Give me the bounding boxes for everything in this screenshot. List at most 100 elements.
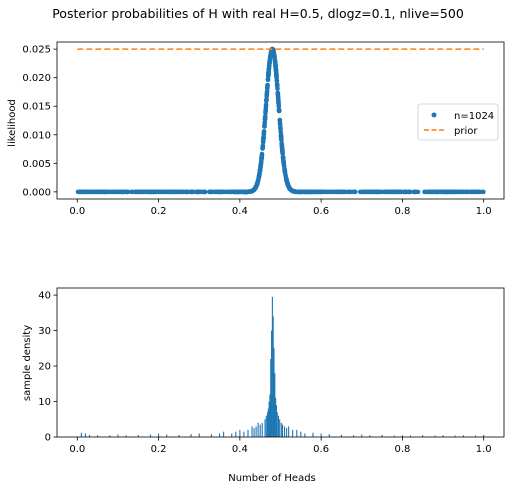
histogram-bar — [353, 435, 355, 437]
top-y-tick-label: 0.000 — [22, 187, 51, 198]
histogram-bar — [80, 432, 82, 437]
bottom-x-label: Number of Heads — [228, 473, 316, 484]
histogram-bar — [393, 435, 395, 437]
likelihood-point — [258, 161, 264, 167]
likelihood-point — [265, 77, 271, 82]
likelihood-point — [297, 189, 302, 195]
histogram-bar — [369, 435, 371, 437]
histogram-bar — [265, 415, 267, 437]
histogram-bar — [292, 429, 294, 437]
likelihood-point — [278, 126, 283, 131]
histogram-bar — [320, 433, 322, 437]
histogram-bar — [275, 405, 277, 437]
bottom-y-tick-label: 30 — [38, 326, 51, 337]
histogram-bar — [304, 433, 306, 437]
likelihood-point — [249, 188, 255, 194]
figure-title: Posterior probabilities of H with real H… — [52, 6, 464, 21]
likelihood-point — [262, 116, 268, 122]
likelihood-point — [284, 178, 290, 184]
bottom-y-tick-label: 40 — [38, 291, 51, 302]
likelihood-point — [362, 189, 367, 195]
likelihood-point — [277, 117, 283, 123]
bottom-x-tick-label: 0.6 — [313, 444, 329, 455]
likelihood-point — [264, 92, 270, 98]
histogram-bar — [257, 422, 259, 437]
likelihood-point — [272, 58, 278, 64]
histogram-bars — [80, 296, 485, 437]
histogram-bar — [210, 434, 212, 437]
likelihood-point — [202, 189, 207, 195]
histogram-bar — [340, 434, 343, 437]
histogram-bar — [247, 429, 249, 437]
histogram-bar — [166, 434, 168, 437]
histogram-bar — [97, 435, 99, 437]
likelihood-point — [411, 189, 417, 195]
top-x-tick-label: 1.0 — [476, 206, 492, 217]
likelihood-point — [131, 189, 137, 195]
likelihood-point — [280, 156, 286, 162]
bottom-x-tick-label: 0.0 — [69, 444, 85, 455]
likelihood-point — [395, 189, 400, 195]
likelihood-point — [279, 137, 284, 143]
bottom-y-ticks: 0 10 20 30 40 — [38, 291, 57, 444]
histogram-bar — [231, 433, 233, 437]
histogram-bar — [401, 435, 403, 437]
histogram-bar — [255, 426, 257, 437]
likelihood-point — [392, 189, 397, 195]
likelihood-point — [218, 189, 224, 195]
histogram-bar — [281, 424, 284, 437]
histogram-bar — [271, 330, 273, 437]
histogram-bar — [300, 431, 302, 437]
top-y-tick-label: 0.005 — [22, 159, 51, 170]
likelihood-point — [481, 189, 486, 195]
top-y-tick-label: 0.015 — [22, 102, 51, 113]
likelihood-point — [436, 189, 442, 195]
likelihood-point — [440, 189, 445, 195]
legend-marker-n — [431, 112, 437, 118]
bottom-y-tick-label: 10 — [38, 397, 51, 408]
top-x-tick-label: 0.4 — [232, 206, 248, 217]
histogram-bar — [275, 397, 277, 437]
histogram-bar — [273, 348, 275, 437]
histogram-bar — [223, 431, 225, 437]
likelihood-point — [274, 84, 280, 89]
bottom-x-tick-label: 0.2 — [151, 444, 167, 455]
top-x-ticks: 0.0 0.2 0.4 0.6 0.8 1.0 — [69, 199, 492, 217]
histogram-bar — [462, 435, 464, 437]
likelihood-point — [385, 189, 390, 195]
likelihood-point — [352, 189, 357, 195]
histogram-bar — [137, 434, 139, 437]
top-y-tick-label: 0.010 — [22, 130, 51, 141]
histogram-bar — [280, 422, 282, 437]
likelihood-point — [168, 189, 173, 195]
likelihood-point — [196, 189, 202, 195]
histogram-bar — [251, 426, 253, 437]
histogram-bar — [475, 435, 477, 437]
likelihood-point — [158, 189, 164, 195]
likelihood-point — [102, 189, 108, 195]
histogram-bar — [268, 401, 270, 437]
top-x-tick-label: 0.2 — [151, 206, 167, 217]
histogram-bar — [328, 434, 330, 437]
likelihood-point — [265, 73, 271, 79]
likelihood-point — [276, 99, 281, 104]
likelihood-point — [265, 83, 270, 88]
histogram-bar — [286, 428, 288, 437]
histogram-bar — [243, 431, 245, 437]
likelihood-point — [276, 103, 282, 109]
bottom-x-tick-label: 1.0 — [476, 444, 492, 455]
legend-label-prior: prior — [454, 126, 478, 137]
histogram-bar — [178, 434, 180, 437]
likelihood-point — [275, 94, 281, 100]
histogram-bar — [264, 419, 266, 437]
likelihood-point — [375, 189, 380, 195]
legend-box — [417, 103, 499, 141]
top-axes: 0.0 0.2 0.4 0.6 0.8 1.0 0.0000.0050.0100.0150… — [7, 41, 505, 217]
histogram-bar — [109, 435, 111, 437]
likelihood-point — [162, 189, 167, 195]
likelihood-point — [300, 189, 306, 195]
histogram-bar — [274, 373, 276, 437]
likelihood-point — [261, 137, 266, 143]
likelihood-point — [278, 133, 284, 138]
histogram-bar — [454, 435, 456, 437]
